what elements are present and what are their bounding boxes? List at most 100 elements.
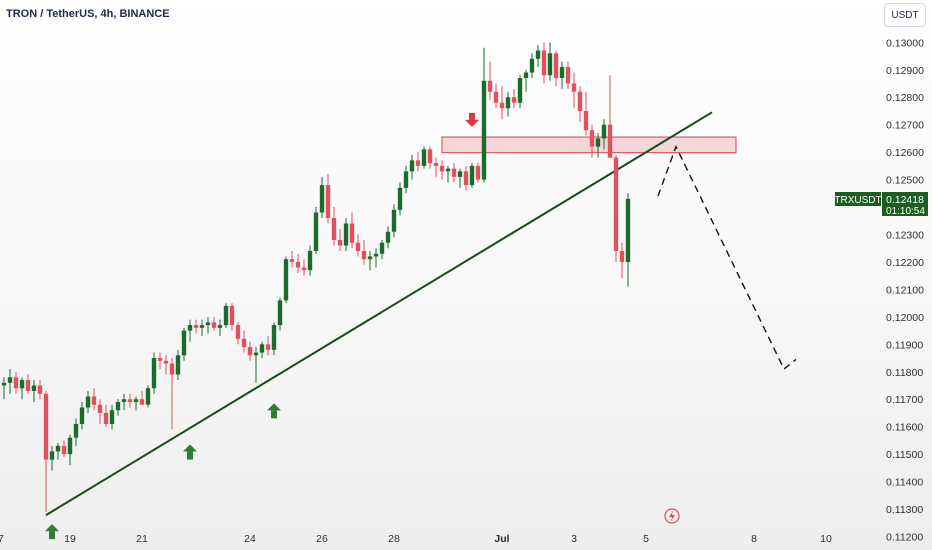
candle-body [13,377,19,389]
candle-up [223,303,229,328]
candle-up [205,316,211,334]
candle-up [187,319,193,342]
arrow-head [183,444,197,452]
price-tick-label: 0.12600 [886,147,924,159]
time-tick-label: 24 [244,533,256,545]
candle-down [511,88,517,109]
candle-down [583,91,589,136]
candle-down [475,163,481,183]
candle-body [283,259,289,301]
bullish-arrow-marker [267,403,281,419]
time-tick-label: Jul [494,533,509,545]
candle-down [433,157,439,177]
candle-body [469,165,475,186]
price-tick-label: 0.11200 [886,532,923,544]
candle-body [571,83,577,92]
candle-body [145,388,151,405]
candle-up [343,218,349,251]
candle-down [127,393,133,408]
candle-down [493,83,499,109]
candle-body [7,377,13,383]
lightning-icon[interactable] [664,508,680,524]
candle-up [217,319,223,337]
price-tick-label: 0.12800 [886,92,924,104]
candle-body [433,163,439,166]
time-axis[interactable]: 17 19 21 24 26 28 Jul 3 5 8 10 [0,533,832,545]
candle-down [325,174,331,224]
price-tick-label: 0.11600 [886,422,923,434]
candle-up [175,349,181,381]
candle-up [391,204,397,238]
candle-down [565,61,571,89]
candle-up [181,327,187,361]
time-tick-label: 28 [388,533,400,545]
candle-body [163,360,169,364]
arrow-head [267,403,281,411]
candle-up [601,119,607,150]
candle-down [193,319,199,334]
arrow-shaft [187,451,193,460]
currency-button[interactable]: USDT [884,3,926,27]
candle-body [403,171,409,188]
candle-body [115,401,121,411]
candle-body [67,437,73,455]
price-tick-label: 0.12100 [886,284,924,296]
candle-down [91,388,97,411]
candle-body [1,382,7,386]
candle-up [529,53,535,79]
price-tick-label: 0.12700 [886,120,924,132]
candle-up [67,434,73,466]
candle-down [571,72,577,109]
candle-body [61,445,67,455]
candle-body [493,91,499,103]
price-tick-label: 0.12500 [886,175,924,187]
candle-down [25,374,31,394]
candle-body [25,380,31,391]
candle-body [439,165,445,172]
candle-body [271,325,277,350]
candle-up [535,45,541,68]
candle-body [523,72,529,79]
candle-up [559,61,565,89]
candle-up [121,393,127,411]
candle-body [109,410,115,424]
candle-up [31,380,37,402]
candle-body [151,358,157,389]
candle-down [61,440,67,457]
candle-up [259,341,265,359]
candle-down [43,390,49,512]
candle-up [367,250,373,271]
candle-body [373,253,379,257]
candle-body [43,393,49,460]
candle-body [397,187,403,210]
candle-down [415,152,421,172]
candle-down [613,154,619,262]
candle-body [175,355,181,375]
candle-up [379,239,385,260]
candle-down [619,242,625,279]
candle-body [85,396,91,408]
candle-body [625,198,631,262]
candle-body [277,300,283,326]
candle-up [421,146,427,169]
resistance-zone-layer [441,136,737,154]
candle-up [313,207,319,254]
candle-down [295,253,301,273]
price-badge: TRXUSDT 0.12418 01:10:54 [834,192,928,217]
candle-down [163,355,169,375]
candle-up [271,322,277,356]
candle-down [211,316,217,331]
candle-up [373,248,379,268]
candle-body [337,239,343,246]
price-axis[interactable]: 0.11200 0.11300 0.11400 0.11500 0.11600 0.117… [886,37,924,543]
candle-down [541,42,547,84]
candle-body [241,338,247,348]
candle-body [253,352,259,356]
candle-body [361,250,367,260]
candle-body [385,231,391,243]
candle-body [193,325,199,328]
symbol-header[interactable]: TRON / TetherUS, 4h, BINANCE [6,8,170,20]
price-tick-label: 0.11800 [886,367,923,379]
candle-body [133,399,139,402]
